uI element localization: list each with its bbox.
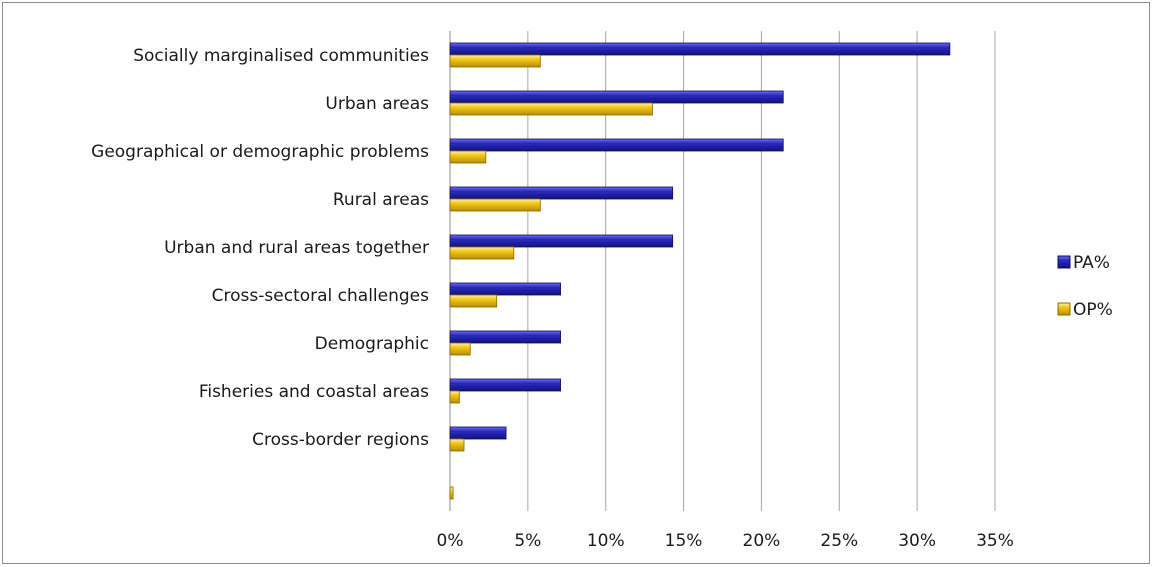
pa-bar-7 <box>449 378 561 392</box>
category-label: Socially marginalised communities <box>133 46 429 66</box>
x-tick-label: 0% <box>437 531 464 551</box>
pa-bar-1 <box>449 90 784 104</box>
legend: PA% OP% <box>1057 253 1113 320</box>
bars <box>449 42 951 500</box>
op-bar-9 <box>449 486 454 500</box>
category-label: Cross-sectoral challenges <box>212 286 429 306</box>
pa-bar-4 <box>449 234 674 248</box>
op-bar-1 <box>449 102 653 116</box>
op-bar-4 <box>449 246 515 260</box>
pa-legend-swatch <box>1057 255 1071 269</box>
x-tick-label: 15% <box>665 531 703 551</box>
pa-bar-5 <box>449 282 561 296</box>
op-bar-2 <box>449 150 487 164</box>
op-bar-6 <box>449 342 471 356</box>
x-tick-label: 30% <box>898 531 936 551</box>
op-bar-5 <box>449 294 498 308</box>
category-label: Cross-border regions <box>252 430 429 450</box>
category-label: Rural areas <box>333 190 429 210</box>
op-legend-label: OP% <box>1073 300 1113 320</box>
x-tick-label: 5% <box>514 531 541 551</box>
category-labels: Socially marginalised communities Urban a… <box>91 46 429 450</box>
x-tick-label: 20% <box>743 531 781 551</box>
pa-bar-0 <box>449 42 951 56</box>
op-bar-8 <box>449 438 465 452</box>
category-label: Demographic <box>315 334 429 354</box>
category-label: Fisheries and coastal areas <box>199 382 429 402</box>
pa-bar-3 <box>449 186 674 200</box>
op-legend-swatch <box>1057 302 1071 316</box>
pa-bar-8 <box>449 426 507 440</box>
category-label: Urban areas <box>325 94 429 114</box>
category-label: Urban and rural areas together <box>164 238 429 258</box>
x-tick-label: 10% <box>587 531 625 551</box>
category-label: Geographical or demographic problems <box>91 142 429 162</box>
pa-legend-label: PA% <box>1073 253 1110 273</box>
op-bar-0 <box>449 54 541 68</box>
pa-bar-6 <box>449 330 561 344</box>
op-bar-7 <box>449 390 460 404</box>
op-bar-3 <box>449 198 541 212</box>
x-tick-label: 35% <box>976 531 1014 551</box>
x-tick-labels: 0% 5% 10% 15% 20% 25% 30% 35% <box>437 531 1014 551</box>
x-tick-label: 25% <box>820 531 858 551</box>
pa-bar-2 <box>449 138 784 152</box>
